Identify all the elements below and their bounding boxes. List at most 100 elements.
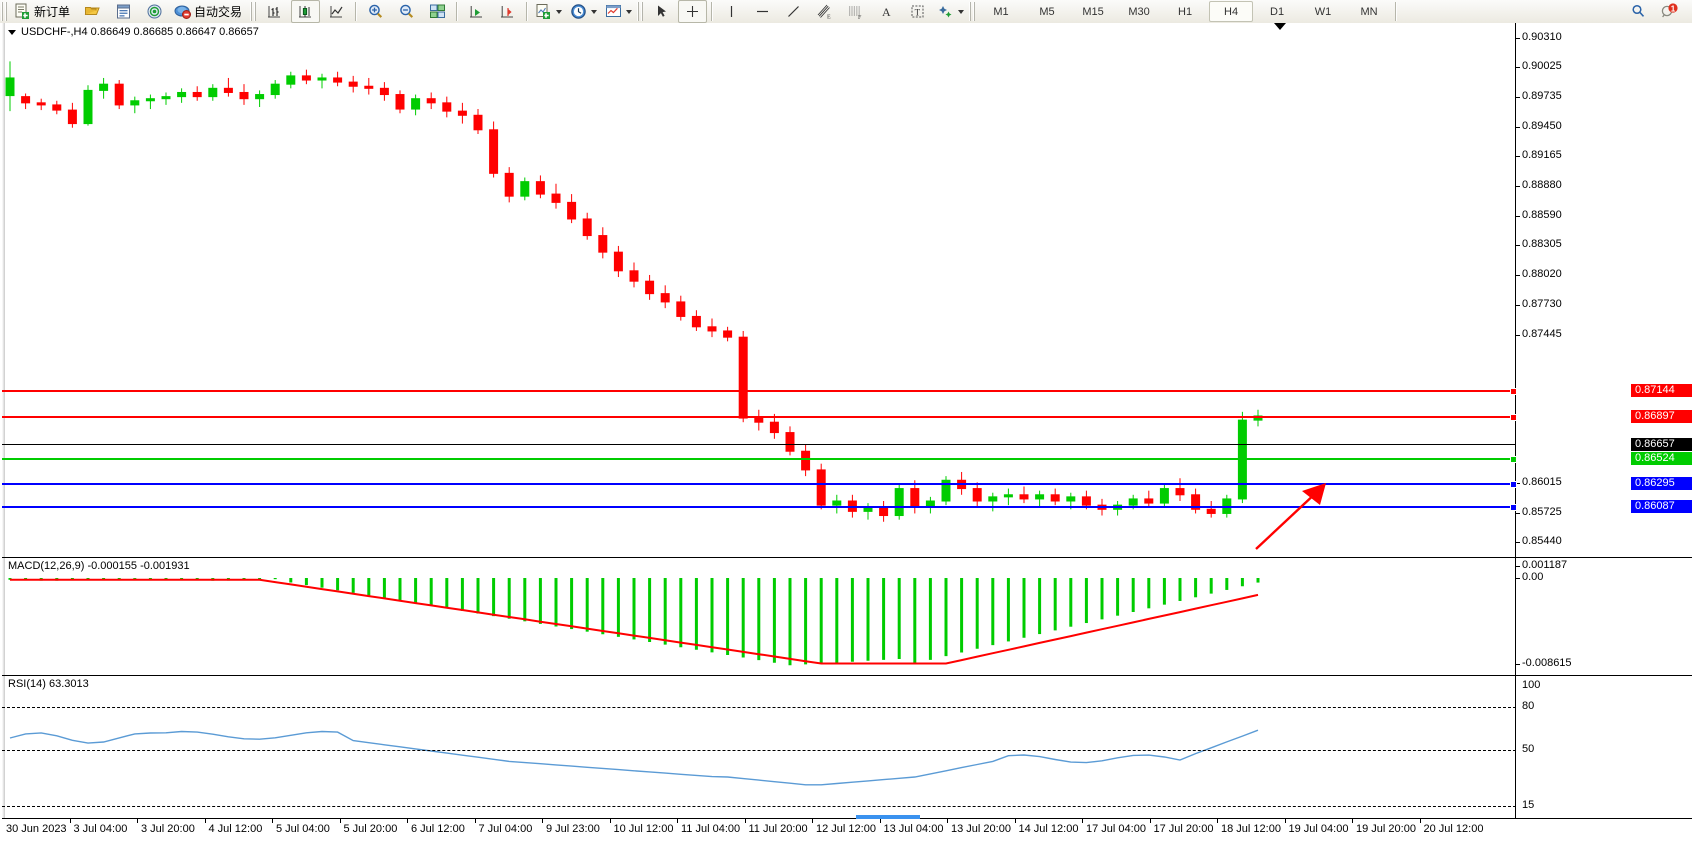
text-label-button[interactable]: T (903, 0, 932, 23)
candle-body (1175, 488, 1185, 496)
timeframe-m1[interactable]: M1 (993, 5, 1009, 18)
resistance-line-1[interactable] (2, 390, 1516, 392)
candle-body (832, 500, 842, 506)
periodicity-button[interactable] (567, 0, 600, 23)
resistance-line-1-price-tag[interactable]: 0.87144 (1631, 384, 1692, 397)
chevron-down-icon-3[interactable] (626, 9, 633, 14)
toolbar-grip-2[interactable] (250, 2, 258, 21)
price-plot-area[interactable] (2, 23, 1516, 557)
time-tick-17 (1149, 819, 1151, 823)
time-axis[interactable]: 30 Jun 2023 3 Jul 04:00 3 Jul 20:00 4 Jul 1… (2, 815, 1692, 839)
candlestick-chart-button[interactable] (291, 0, 321, 23)
time-axis-label-19: 19 Jul 04:00 (1288, 823, 1349, 835)
support-line-1[interactable] (2, 483, 1516, 485)
navigator-button[interactable] (109, 0, 138, 23)
main-toolbar: 新订单 (0, 0, 1692, 24)
vertical-line-button[interactable] (717, 0, 746, 23)
toolbar-grip-3[interactable] (637, 2, 645, 21)
support-line-2-handle[interactable] (1510, 504, 1517, 511)
entry-line[interactable] (2, 458, 1516, 460)
resistance-line-2-handle[interactable] (1510, 414, 1517, 421)
pane-left-scroll-edge[interactable] (2, 23, 5, 557)
timeframe-w1[interactable]: W1 (1314, 5, 1332, 18)
price-axis[interactable]: 0.90310 0.90025 0.89735 0.89450 0.89165 0.888… (1515, 23, 1692, 557)
line-chart-button[interactable] (322, 0, 351, 23)
horizontal-line-button[interactable] (748, 0, 777, 23)
timeframe-h1[interactable]: H1 (1178, 5, 1193, 18)
rsi-axis[interactable]: 100 80 50 15 (1515, 676, 1692, 839)
current-bar-marker (1274, 23, 1286, 30)
templates-button[interactable] (602, 0, 635, 23)
macd-axis-label-top: 0.001187 (1522, 559, 1568, 571)
channel-icon: E (816, 3, 833, 21)
toolbar-grip-4[interactable] (969, 2, 977, 21)
timeframe-h4[interactable]: H4 (1209, 1, 1254, 22)
zoom-in-button[interactable] (361, 0, 390, 23)
fibonacci-button[interactable]: F (841, 0, 870, 23)
time-axis-label-16: 17 Jul 04:00 (1086, 823, 1146, 835)
chart-symbol-header[interactable]: USDCHF-,H4 0.86649 0.86685 0.86647 0.866… (8, 26, 259, 38)
indicators-add-icon (535, 3, 552, 20)
support-line-1-handle[interactable] (1510, 481, 1517, 488)
support-line-2[interactable] (2, 506, 1516, 508)
indicators-button[interactable] (532, 0, 565, 23)
candle-body (676, 301, 686, 317)
chart-shift-button[interactable] (493, 0, 522, 23)
resistance-line-2-price-tag[interactable]: 0.86897 (1631, 410, 1692, 423)
search-button[interactable] (1624, 0, 1653, 23)
auto-scroll-button[interactable] (462, 0, 491, 23)
macd-tick-1 (1516, 578, 1520, 579)
bar-chart-button[interactable] (260, 0, 289, 23)
entry-line-price-tag[interactable]: 0.86524 (1631, 452, 1692, 465)
timeframe-m15[interactable]: M15 (1082, 5, 1104, 18)
resistance-line-1-handle[interactable] (1510, 388, 1517, 395)
macd-pane[interactable]: MACD(12,26,9) -0.000155 -0.001931 0.0011… (2, 557, 1692, 677)
zoom-out-button[interactable] (392, 0, 421, 23)
autotrading-button[interactable]: 自动交易 (171, 0, 248, 23)
time-axis-label-18: 18 Jul 12:00 (1221, 823, 1281, 835)
tile-windows-button[interactable] (423, 0, 452, 23)
chevron-down-icon[interactable] (556, 9, 563, 14)
candle-body (192, 91, 202, 98)
macd-axis[interactable]: 0.001187 0.00 -0.008615 (1515, 558, 1692, 676)
candle-body (754, 417, 764, 423)
price-tick-5 (1516, 186, 1520, 187)
current-price-line-price-tag[interactable]: 0.86657 (1631, 438, 1692, 451)
text-button[interactable]: A (872, 0, 901, 23)
rsi-label: RSI(14) 63.3013 (8, 678, 89, 690)
entry-line-handle[interactable] (1510, 456, 1517, 463)
support-line-2-price-tag[interactable]: 0.86087 (1631, 500, 1692, 513)
signals-button[interactable] (140, 0, 169, 23)
trendline-button[interactable] (779, 0, 808, 23)
rsi-pane[interactable]: RSI(14) 63.3013 100 80 50 15 (2, 675, 1692, 839)
macd-plot-area[interactable] (2, 558, 1516, 676)
candle-body (99, 83, 109, 91)
chevron-down-icon-4[interactable] (958, 9, 965, 14)
current-price-line[interactable] (2, 444, 1516, 445)
timeframe-mn[interactable]: MN (1360, 5, 1378, 18)
equidistant-channel-button[interactable]: E (810, 0, 839, 23)
toolbar-grip[interactable] (1, 2, 8, 21)
chart-menu-caret-icon[interactable] (8, 29, 16, 35)
timeframe-d1[interactable]: D1 (1270, 5, 1285, 18)
new-order-button[interactable]: 新订单 (11, 0, 76, 23)
time-tick-13 (879, 819, 881, 823)
notification-button[interactable]: 1 (1655, 0, 1684, 23)
crosshair-button[interactable] (678, 0, 708, 23)
support-line-1-price-tag[interactable]: 0.86295 (1631, 477, 1692, 490)
rsi-plot-area[interactable] (2, 676, 1516, 839)
expert-advisors-button[interactable] (78, 0, 107, 23)
timeframe-m30[interactable]: M30 (1128, 5, 1150, 18)
price-pane[interactable]: USDCHF-,H4 0.86649 0.86685 0.86647 0.866… (2, 23, 1692, 558)
candle-body (629, 270, 639, 282)
macd-left-edge[interactable] (2, 558, 5, 676)
macd-tick-0 (1516, 566, 1520, 567)
timeframe-m5[interactable]: M5 (1039, 5, 1055, 18)
time-selection-marker[interactable] (856, 815, 920, 819)
rsi-left-edge[interactable] (2, 676, 5, 839)
cursor-button[interactable] (647, 0, 676, 23)
chevron-down-icon-2[interactable] (591, 9, 598, 14)
price-tick-13 (1516, 542, 1520, 543)
resistance-line-2[interactable] (2, 416, 1516, 418)
objects-button[interactable] (934, 0, 967, 23)
